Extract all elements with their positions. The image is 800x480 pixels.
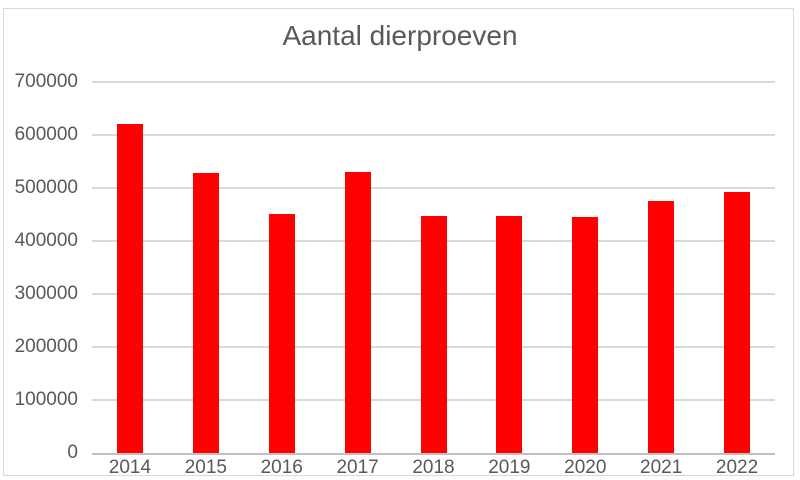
x-tick-label: 2015 [184,457,227,478]
bar-2016 [268,213,295,453]
x-tick-label: 2014 [108,457,152,478]
x-axis-line [92,453,775,455]
bar-2018 [420,215,447,453]
y-tick-label: 700000 [14,71,78,92]
bar-2015 [192,173,219,453]
y-tick-label: 500000 [14,177,78,198]
x-tick-label: 2019 [488,457,531,478]
y-tick-label: 200000 [14,336,78,357]
x-tick-label: 2021 [640,457,683,478]
bar-2019 [496,215,523,453]
y-tick-label: 600000 [14,124,78,145]
y-tick-label: 300000 [14,283,78,304]
gridline-600000 [92,134,775,136]
bar-2022 [724,192,751,453]
y-tick-label: 100000 [14,389,78,410]
bar-2014 [116,123,143,453]
y-tick-label: 400000 [14,230,78,251]
gridline-700000 [92,81,775,83]
bar-2021 [648,200,675,453]
x-tick-label: 2022 [715,457,759,478]
x-tick-label: 2018 [412,457,455,478]
bar-2017 [344,172,371,453]
chart-title: Aantal dierproeven [282,20,518,51]
x-tick-label: 2016 [260,457,303,478]
x-tick-label: 2017 [336,457,379,478]
x-tick-label: 2020 [564,457,607,478]
bar-2020 [572,216,599,453]
y-tick-label: 0 [67,442,78,463]
